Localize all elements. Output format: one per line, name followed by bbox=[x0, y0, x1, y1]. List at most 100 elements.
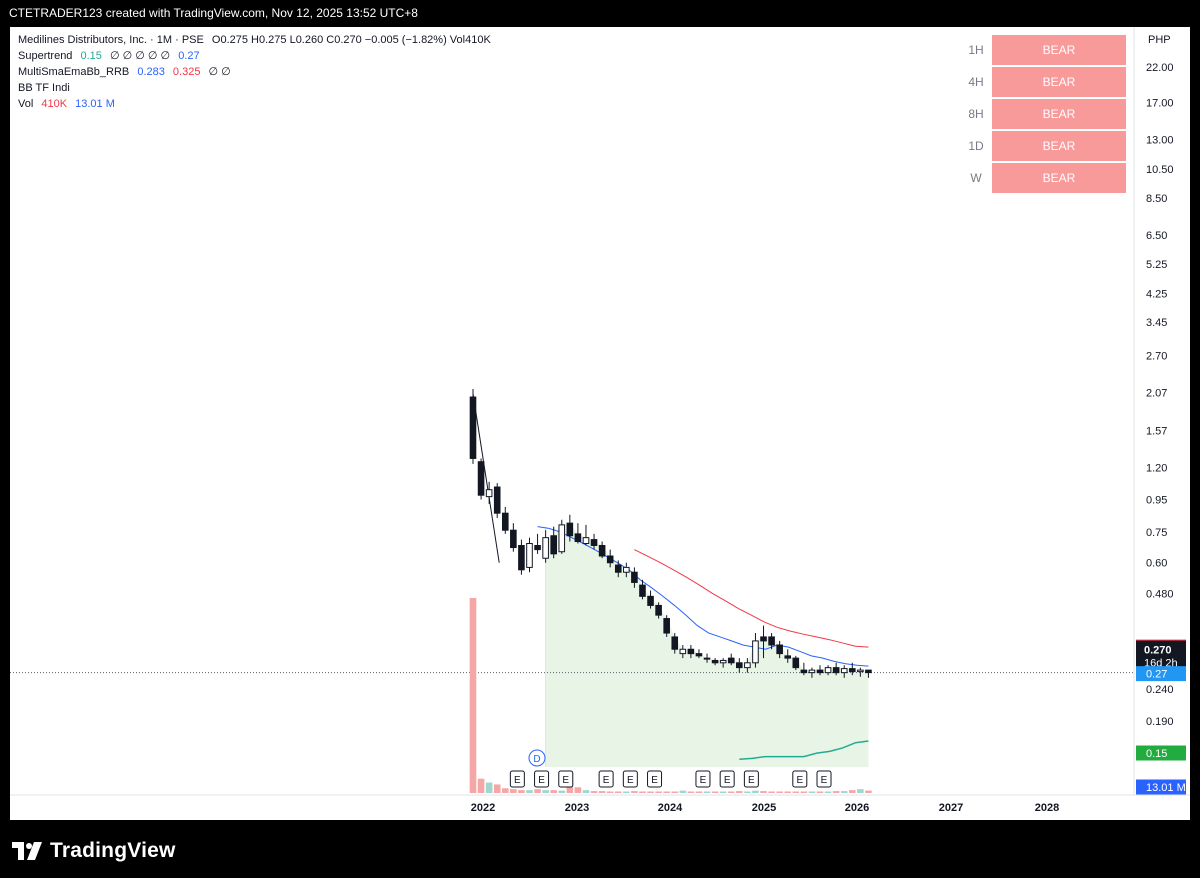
trend-fill-area bbox=[545, 523, 869, 767]
volume-bar bbox=[469, 598, 477, 793]
chart-caption: CTETRADER123 created with TradingView.co… bbox=[9, 6, 418, 20]
legend-supertrend-row[interactable]: Supertrend 0.15 ∅ ∅ ∅ ∅ ∅ 0.27 bbox=[18, 48, 491, 64]
dividend-marker bbox=[528, 749, 546, 767]
supertrend-name: Supertrend bbox=[18, 50, 73, 62]
volume-bar bbox=[606, 791, 614, 793]
volume-bar bbox=[768, 791, 775, 793]
volume-bar bbox=[631, 791, 638, 793]
candle-body bbox=[501, 512, 509, 531]
last-price-badge-bg bbox=[1136, 640, 1186, 671]
price-chart[interactable]: E E E E E E E E E E ED22.0017.0013.0010.508.506.50… bbox=[10, 27, 1190, 820]
volume-bar bbox=[655, 791, 662, 793]
earnings-marker bbox=[622, 770, 638, 788]
volume-bar bbox=[695, 791, 703, 793]
volume-bar bbox=[493, 784, 501, 793]
candle-body bbox=[703, 657, 711, 660]
volume-bar bbox=[550, 790, 557, 793]
time-axis-label: 2025 bbox=[752, 802, 776, 814]
candle-body bbox=[510, 529, 517, 549]
ohlc-values: O0.275 H0.275 L0.260 C0.270 −0.005 (−1.8… bbox=[211, 34, 491, 46]
price-tick-label: 22.00 bbox=[1146, 62, 1174, 74]
legend-bb-row[interactable]: BB TF Indi bbox=[18, 80, 491, 96]
legend-symbol-row[interactable]: Medilines Distributors, Inc. · 1M · PSE … bbox=[18, 32, 491, 48]
tf-row: 1D BEAR bbox=[961, 131, 1126, 161]
earnings-marker bbox=[558, 770, 574, 788]
volume-bar bbox=[598, 791, 606, 793]
supertrend-empty-values: ∅ ∅ ∅ ∅ ∅ bbox=[109, 50, 171, 62]
volume-bar bbox=[574, 787, 582, 793]
tf-signal: BEAR bbox=[992, 67, 1126, 97]
multi-name: MultiSmaEmaBb_RRB bbox=[18, 66, 130, 78]
candle-body bbox=[550, 535, 558, 555]
candle-body bbox=[639, 584, 646, 597]
tf-label: 8H bbox=[961, 99, 992, 129]
vol-value-2: 13.01 M bbox=[75, 98, 115, 110]
earnings-marker bbox=[695, 770, 711, 788]
candle-body bbox=[566, 522, 574, 537]
price-tick-label: 0.240 bbox=[1146, 684, 1174, 696]
candle-body bbox=[752, 640, 759, 664]
candle-body bbox=[848, 668, 856, 673]
price-tick-label: 0.75 bbox=[1146, 527, 1167, 539]
candle-body bbox=[768, 636, 775, 646]
supertrend-value-1: 0.15 bbox=[80, 50, 102, 62]
earnings-marker bbox=[743, 770, 759, 788]
ma-slow-line bbox=[634, 549, 869, 648]
volume-bar bbox=[534, 789, 541, 793]
candle-body bbox=[614, 564, 622, 573]
multi-value-1: 0.283 bbox=[137, 66, 165, 78]
earnings-marker-label: E bbox=[821, 775, 828, 786]
time-axis-label: 2023 bbox=[565, 802, 589, 814]
price-tick-label: 0.60 bbox=[1146, 558, 1167, 570]
last-price-badge: 0.270 bbox=[1144, 645, 1172, 657]
time-axis-label: 2028 bbox=[1035, 802, 1059, 814]
candle-body bbox=[671, 636, 679, 650]
tf-label: 1H bbox=[961, 35, 992, 65]
earnings-marker-label: E bbox=[514, 775, 521, 786]
tf-row: 1H BEAR bbox=[961, 35, 1126, 65]
earnings-marker bbox=[792, 770, 808, 788]
volume-bar bbox=[736, 791, 743, 793]
volume-bar bbox=[582, 790, 590, 793]
volume-bar bbox=[719, 791, 727, 793]
volume-bar bbox=[623, 791, 630, 793]
legend-multi-row[interactable]: MultiSmaEmaBb_RRB 0.283 0.325 ∅ ∅ bbox=[18, 64, 491, 80]
tf-row: W BEAR bbox=[961, 163, 1126, 193]
candle-body bbox=[736, 662, 743, 669]
footer-brand[interactable]: TradingView bbox=[12, 837, 176, 865]
earnings-marker-label: E bbox=[700, 775, 707, 786]
candle-body bbox=[477, 461, 485, 496]
price-tick-label: 0.190 bbox=[1146, 716, 1174, 728]
volume-bar bbox=[776, 791, 783, 793]
volume-bar bbox=[679, 790, 687, 793]
volume-bar bbox=[477, 778, 485, 793]
earnings-marker-label: E bbox=[748, 775, 755, 786]
candle-body bbox=[542, 537, 549, 559]
volume-bar bbox=[687, 791, 695, 793]
candle-body bbox=[776, 644, 783, 655]
candle-body bbox=[631, 571, 638, 583]
earnings-marker bbox=[816, 770, 832, 788]
candle-body bbox=[808, 669, 816, 674]
volume-bar bbox=[808, 791, 816, 793]
earnings-marker-label: E bbox=[538, 775, 545, 786]
candle-body bbox=[558, 524, 566, 553]
volume-bar bbox=[501, 788, 509, 793]
currency-label: PHP bbox=[1148, 34, 1171, 46]
chart-frame[interactable]: Medilines Distributors, Inc. · 1M · PSE … bbox=[10, 27, 1190, 820]
candle-body bbox=[485, 489, 493, 498]
multi-empty-values: ∅ ∅ bbox=[208, 66, 231, 78]
brand-name: TradingView bbox=[50, 839, 176, 862]
earnings-marker-label: E bbox=[651, 775, 658, 786]
supertrend-upper-badge: 0.27 bbox=[1146, 669, 1167, 681]
tf-signal: BEAR bbox=[992, 99, 1126, 129]
legend-vol-row[interactable]: Vol 410K 13.01 M bbox=[18, 96, 491, 112]
candle-body bbox=[663, 618, 670, 634]
candle-body bbox=[784, 655, 792, 659]
volume-bar bbox=[663, 791, 670, 793]
tf-row: 8H BEAR bbox=[961, 99, 1126, 129]
candle-body bbox=[574, 533, 582, 543]
candle-body bbox=[598, 545, 606, 557]
price-tick-label: 13.00 bbox=[1146, 134, 1174, 146]
volume-bar bbox=[711, 791, 719, 793]
